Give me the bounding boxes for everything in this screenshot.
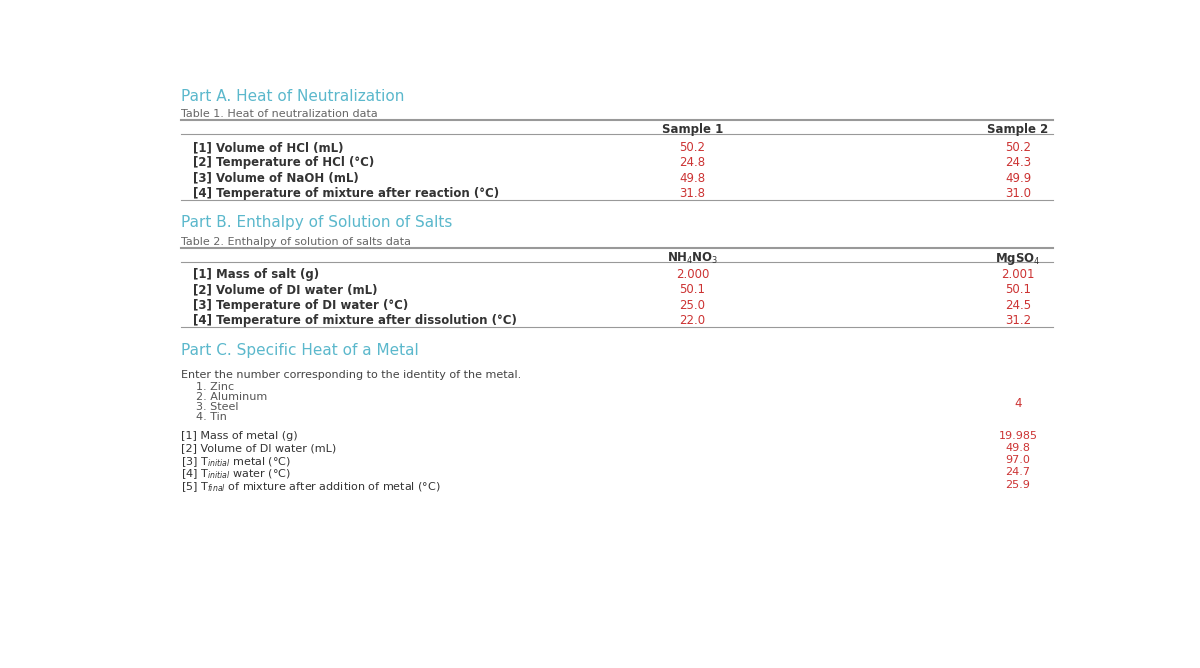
Text: [4] Temperature of mixture after dissolution (°C): [4] Temperature of mixture after dissolu…	[193, 314, 516, 327]
Text: 31.0: 31.0	[1006, 187, 1031, 200]
Text: [3] Volume of NaOH (mL): [3] Volume of NaOH (mL)	[193, 172, 359, 185]
Text: Enter the number corresponding to the identity of the metal.: Enter the number corresponding to the id…	[181, 369, 521, 379]
Text: Table 2. Enthalpy of solution of salts data: Table 2. Enthalpy of solution of salts d…	[181, 237, 410, 247]
Text: Sample 2: Sample 2	[988, 124, 1049, 136]
Text: Part A. Heat of Neutralization: Part A. Heat of Neutralization	[181, 90, 404, 104]
Text: Part B. Enthalpy of Solution of Salts: Part B. Enthalpy of Solution of Salts	[181, 215, 452, 230]
Text: 3. Steel: 3. Steel	[197, 402, 239, 412]
Text: 24.5: 24.5	[1004, 299, 1031, 312]
Text: Sample 1: Sample 1	[662, 124, 724, 136]
Text: 50.1: 50.1	[1006, 283, 1031, 297]
Text: NH$_4$NO$_3$: NH$_4$NO$_3$	[667, 251, 719, 267]
Text: 49.8: 49.8	[1006, 443, 1031, 453]
Text: 25.0: 25.0	[679, 299, 706, 312]
Text: 31.2: 31.2	[1004, 314, 1031, 327]
Text: [3] Temperature of DI water (°C): [3] Temperature of DI water (°C)	[193, 299, 408, 312]
Text: 2.001: 2.001	[1001, 268, 1034, 281]
Text: 31.8: 31.8	[679, 187, 706, 200]
Text: [2] Temperature of HCl (°C): [2] Temperature of HCl (°C)	[193, 156, 374, 170]
Text: [4] T$_{initial}$ water (°C): [4] T$_{initial}$ water (°C)	[181, 468, 290, 481]
Text: MgSO$_4$: MgSO$_4$	[995, 251, 1040, 267]
Text: 1. Zinc: 1. Zinc	[197, 382, 235, 392]
Text: 25.9: 25.9	[1006, 480, 1031, 490]
Text: [3] T$_{initial}$ metal (°C): [3] T$_{initial}$ metal (°C)	[181, 455, 292, 469]
Text: 50.2: 50.2	[1006, 141, 1031, 154]
Text: [2] Volume of DI water (mL): [2] Volume of DI water (mL)	[181, 443, 336, 453]
Text: 49.8: 49.8	[679, 172, 706, 185]
Text: 50.1: 50.1	[679, 283, 706, 297]
Text: 97.0: 97.0	[1006, 455, 1031, 465]
Text: [1] Volume of HCl (mL): [1] Volume of HCl (mL)	[193, 141, 343, 154]
Text: 19.985: 19.985	[998, 430, 1038, 440]
Text: Table 1. Heat of neutralization data: Table 1. Heat of neutralization data	[181, 110, 378, 120]
Text: 4: 4	[1014, 397, 1021, 410]
Text: [1] Mass of metal (g): [1] Mass of metal (g)	[181, 430, 298, 440]
Text: [1] Mass of salt (g): [1] Mass of salt (g)	[193, 268, 319, 281]
Text: [4] Temperature of mixture after reaction (°C): [4] Temperature of mixture after reactio…	[193, 187, 499, 200]
Text: 49.9: 49.9	[1004, 172, 1031, 185]
Text: Part C. Specific Heat of a Metal: Part C. Specific Heat of a Metal	[181, 343, 419, 359]
Text: 2.000: 2.000	[676, 268, 709, 281]
Text: [2] Volume of DI water (mL): [2] Volume of DI water (mL)	[193, 283, 377, 297]
Text: 2. Aluminum: 2. Aluminum	[197, 392, 268, 402]
Text: 22.0: 22.0	[679, 314, 706, 327]
Text: 24.8: 24.8	[679, 156, 706, 170]
Text: 50.2: 50.2	[679, 141, 706, 154]
Text: 4. Tin: 4. Tin	[197, 412, 227, 422]
Text: [5] T$_{final}$ of mixture after addition of metal (°C): [5] T$_{final}$ of mixture after additio…	[181, 480, 440, 494]
Text: 24.3: 24.3	[1004, 156, 1031, 170]
Text: 24.7: 24.7	[1006, 468, 1031, 478]
